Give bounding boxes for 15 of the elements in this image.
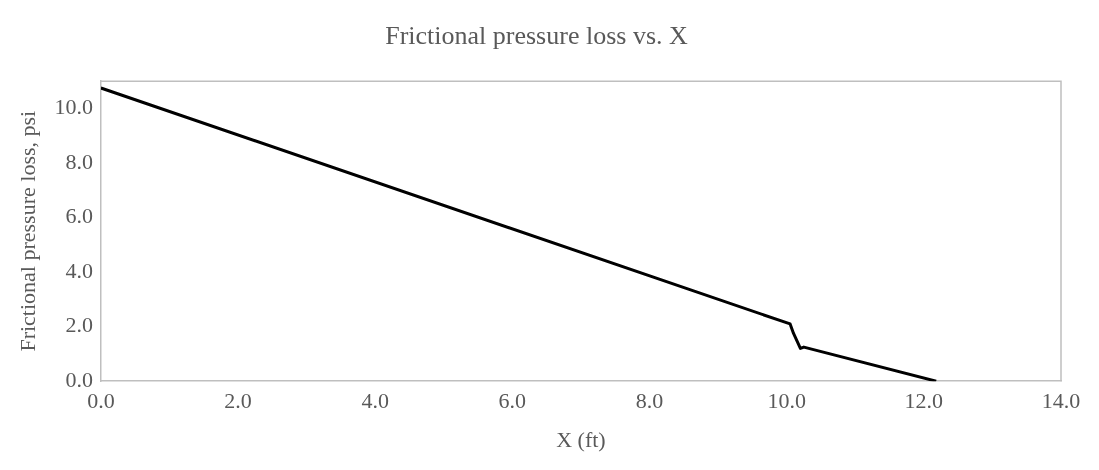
y-tick-label: 2.0: [65, 312, 93, 338]
x-tick-label: 14.0: [1041, 388, 1081, 414]
x-tick-label: 6.0: [498, 388, 527, 414]
x-tick-label: 8.0: [635, 388, 664, 414]
x-tick-label: 10.0: [767, 388, 806, 414]
y-tick-label: 10.0: [54, 94, 93, 120]
x-tick-label: 12.0: [904, 388, 944, 414]
y-tick-label: 8.0: [65, 148, 93, 174]
x-tick-label: 2.0: [224, 388, 252, 414]
y-tick-label: 6.0: [65, 203, 93, 229]
x-axis-title: X (ft): [556, 426, 606, 452]
chart-title: Frictional pressure loss vs. X: [385, 21, 689, 51]
x-tick-label: 4.0: [361, 388, 389, 414]
y-tick-label: 4.0: [65, 257, 93, 283]
y-axis-title: Frictional pressure loss, psi: [14, 110, 40, 352]
